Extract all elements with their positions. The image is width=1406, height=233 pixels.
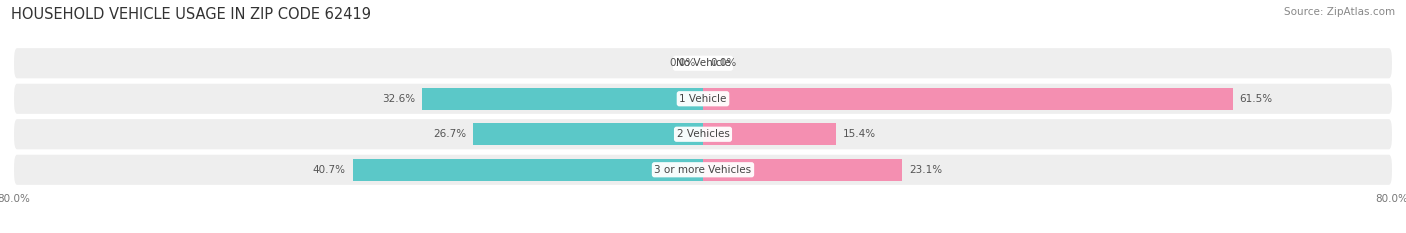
Text: 2 Vehicles: 2 Vehicles [676,129,730,139]
Text: 0.0%: 0.0% [669,58,696,68]
Bar [472,123,703,145]
Text: 23.1%: 23.1% [908,165,942,175]
Bar [422,88,703,110]
Text: 0.0%: 0.0% [710,58,737,68]
Bar [703,123,835,145]
Bar [353,159,703,181]
Text: 3 or more Vehicles: 3 or more Vehicles [654,165,752,175]
FancyBboxPatch shape [14,48,1392,78]
Bar [703,159,901,181]
Text: Source: ZipAtlas.com: Source: ZipAtlas.com [1284,7,1395,17]
Text: No Vehicle: No Vehicle [675,58,731,68]
FancyBboxPatch shape [14,155,1392,185]
Text: 32.6%: 32.6% [382,94,415,104]
Text: 40.7%: 40.7% [312,165,346,175]
Bar [703,88,1233,110]
Text: 61.5%: 61.5% [1240,94,1272,104]
Text: HOUSEHOLD VEHICLE USAGE IN ZIP CODE 62419: HOUSEHOLD VEHICLE USAGE IN ZIP CODE 6241… [11,7,371,22]
Text: 15.4%: 15.4% [842,129,876,139]
FancyBboxPatch shape [14,119,1392,149]
Text: 1 Vehicle: 1 Vehicle [679,94,727,104]
FancyBboxPatch shape [14,84,1392,114]
Text: 26.7%: 26.7% [433,129,467,139]
